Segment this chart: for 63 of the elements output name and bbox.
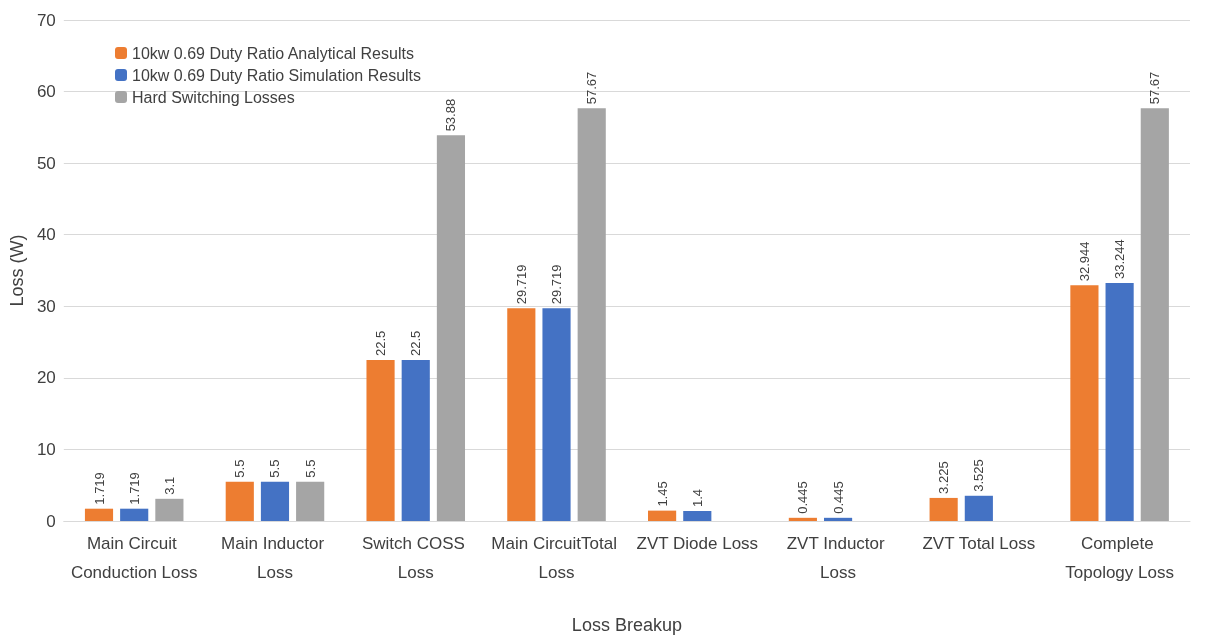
bar <box>823 517 853 521</box>
bar <box>1070 285 1099 521</box>
data-label: 5.5 <box>267 459 283 478</box>
y-tick-label: 30 <box>36 296 56 316</box>
y-tick-label: 60 <box>36 82 56 102</box>
bar <box>155 498 184 521</box>
x-tick-label: Main Circuit Conduction Loss <box>70 534 198 582</box>
data-label: 33.244 <box>1112 239 1128 280</box>
y-axis-title: Loss (W) <box>7 234 27 307</box>
bar <box>964 495 993 521</box>
x-tick-label: Main CircuitTotal Loss <box>491 534 622 582</box>
bar <box>366 359 395 521</box>
legend-label: 10kw 0.69 Duty Ratio Analytical Results <box>132 44 414 62</box>
data-label: 5.5 <box>302 459 318 478</box>
x-tick-label: ZVT Diode Loss <box>636 534 759 553</box>
bar <box>120 508 149 521</box>
data-label: 53.88 <box>443 98 459 132</box>
bar <box>683 510 712 521</box>
data-label: 1.4 <box>689 488 705 507</box>
data-label: 32.944 <box>1076 241 1092 282</box>
data-label: 22.5 <box>408 330 424 356</box>
y-tick-label: 50 <box>36 153 56 173</box>
data-label: 0.445 <box>830 481 846 514</box>
data-label: 3.525 <box>971 459 987 492</box>
y-tick-label: 0 <box>46 511 56 531</box>
data-label: 1.719 <box>91 472 107 505</box>
bar <box>225 481 254 521</box>
x-axis-title: Loss Breakup <box>571 615 682 635</box>
y-tick-label: 70 <box>36 10 56 30</box>
data-label: 1.719 <box>126 472 142 505</box>
data-label: 22.5 <box>373 330 389 356</box>
bar <box>577 108 606 521</box>
data-label: 29.719 <box>549 264 565 305</box>
data-label: 5.5 <box>232 459 248 478</box>
data-label: 57.67 <box>1147 71 1163 105</box>
bar <box>929 497 958 521</box>
x-tick-label: ZVT Inductor Loss <box>786 534 890 582</box>
bar <box>84 508 114 521</box>
x-tick-label: Complete Topology Loss <box>1065 534 1174 582</box>
bar <box>260 481 290 521</box>
bar <box>788 517 817 521</box>
bar <box>1105 283 1134 521</box>
x-tick-label: Main Inductor Loss <box>221 534 329 582</box>
legend-label: Hard Switching Losses <box>132 88 295 106</box>
bar <box>1140 108 1169 521</box>
bar <box>401 359 430 521</box>
y-tick-label: 40 <box>36 225 56 245</box>
data-label: 3.1 <box>161 476 177 495</box>
data-label: 57.67 <box>584 71 600 105</box>
x-tick-label: Switch COSS Loss <box>361 534 470 582</box>
bar <box>542 308 571 521</box>
x-tick-label: ZVT Total Loss <box>922 534 1036 553</box>
bar <box>507 308 536 521</box>
data-label: 0.445 <box>795 481 811 514</box>
y-tick-label: 20 <box>36 368 56 388</box>
bar <box>436 135 466 521</box>
bar <box>648 510 677 521</box>
data-label: 1.45 <box>654 481 670 507</box>
legend-label: 10kw 0.69 Duty Ratio Simulation Results <box>132 66 422 84</box>
y-tick-label: 10 <box>36 439 56 459</box>
data-label: 29.719 <box>513 264 529 305</box>
data-label: 3.225 <box>936 461 952 494</box>
bar <box>296 481 325 521</box>
